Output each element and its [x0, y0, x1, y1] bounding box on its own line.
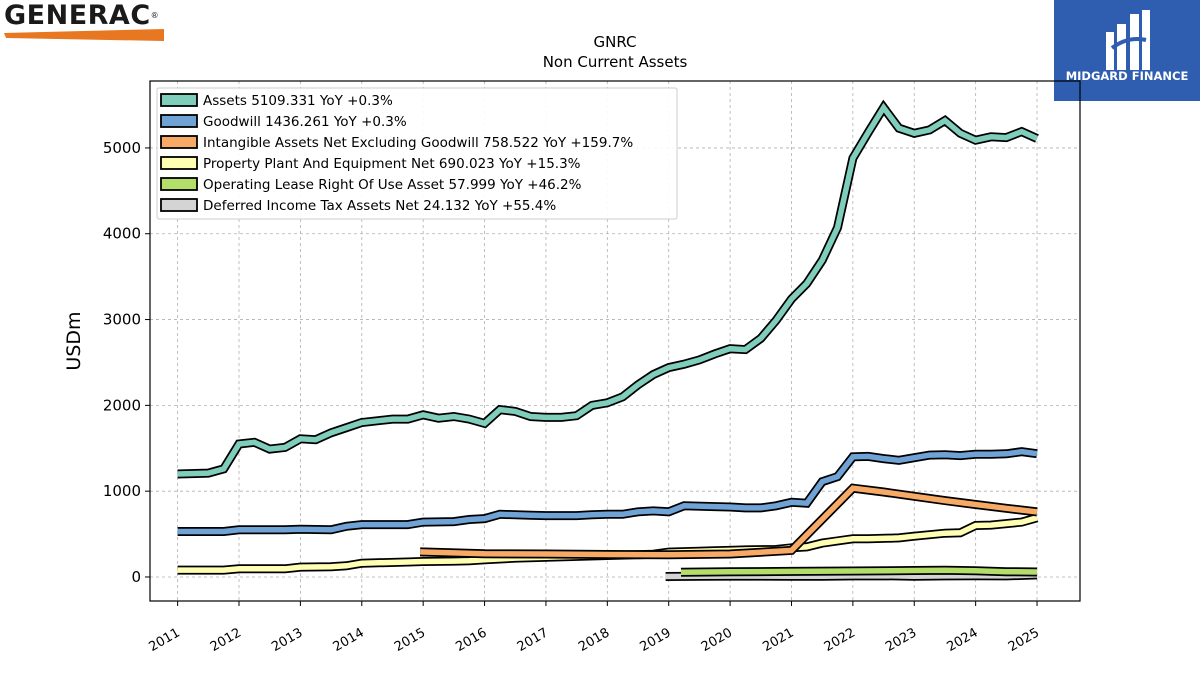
x-tick-label: 2025	[1006, 625, 1042, 655]
y-tick-label: 5000	[103, 139, 141, 157]
x-tick-label: 2014	[331, 625, 367, 655]
generac-logo: GENERAC®	[4, 2, 172, 44]
generac-wordmark: GENERAC	[4, 0, 151, 31]
legend: Assets 5109.331 YoY +0.3% Goodwill 1436.2…	[156, 87, 678, 220]
legend-label: Goodwill 1436.261 YoY +0.3%	[203, 114, 407, 130]
x-tick-label: 2013	[269, 625, 305, 655]
series-assets	[177, 99, 1039, 479]
y-tick-label: 2000	[103, 396, 141, 414]
x-tick-label: 2022	[822, 625, 858, 655]
legend-box	[156, 87, 678, 220]
legend-item[interactable]: Assets 5109.331 YoY +0.3%	[160, 93, 393, 109]
legend-item[interactable]: Property Plant And Equipment Net 690.023…	[160, 156, 581, 172]
x-tick-label: 2018	[576, 625, 612, 655]
x-tick-label: 2023	[883, 625, 919, 655]
registered-mark: ®	[150, 11, 160, 20]
legend-item[interactable]: Deferred Income Tax Assets Net 24.132 Yo…	[160, 198, 556, 214]
x-tick-label: 2020	[699, 625, 735, 655]
series-line	[680, 567, 1038, 576]
x-tick-label: 2016	[453, 625, 489, 655]
y-tick-label: 0	[131, 568, 141, 586]
legend-swatch	[160, 198, 198, 212]
x-tick-label: 2021	[760, 625, 796, 655]
series-intangible-assets-net-excluding-goodwill	[419, 483, 1038, 560]
series-goodwill	[177, 447, 1038, 536]
chart-title: GNRC	[594, 33, 637, 51]
y-axis-label: USDm	[63, 311, 85, 370]
x-tick-label: 2017	[515, 625, 551, 655]
series-lines	[177, 99, 1039, 581]
legend-swatch	[160, 177, 198, 191]
legend-label: Operating Lease Right Of Use Asset 57.99…	[203, 177, 582, 193]
y-tick-label: 4000	[103, 225, 141, 243]
x-tick-label: 2012	[208, 625, 244, 655]
chart-subtitle: Non Current Assets	[543, 53, 688, 71]
legend-swatch	[160, 93, 198, 107]
series-operating-lease-right-of-use-asset	[680, 565, 1038, 577]
x-tick-label: 2024	[944, 625, 980, 655]
y-tick-label: 1000	[103, 482, 141, 500]
midgard-finance-text: MIDGARD FINANCE	[1065, 69, 1189, 83]
legend-item[interactable]: Intangible Assets Net Excluding Goodwill…	[160, 135, 633, 151]
x-tick-label: 2019	[638, 625, 674, 655]
plot-area-frame	[149, 80, 1081, 602]
generac-logo-text: GENERAC®	[4, 2, 172, 30]
legend-swatch	[160, 135, 198, 149]
legend-label: Property Plant And Equipment Net 690.023…	[203, 156, 581, 172]
midgard-finance-logo: MIDGARD FINANCE	[1054, 0, 1200, 101]
x-tick-label: 2015	[392, 625, 428, 655]
series-line	[177, 448, 1038, 535]
legend-label: Intangible Assets Net Excluding Goodwill…	[203, 135, 633, 151]
legend-swatch	[160, 156, 198, 170]
series-line	[177, 102, 1039, 477]
legend-item[interactable]: Goodwill 1436.261 YoY +0.3%	[160, 114, 407, 130]
legend-swatch	[160, 114, 198, 128]
x-tick-label: 2011	[146, 625, 182, 655]
series-line	[420, 485, 1038, 558]
legend-label: Deferred Income Tax Assets Net 24.132 Yo…	[203, 198, 556, 214]
midgard-emblem-icon	[1106, 10, 1150, 70]
generac-logo-swoosh	[4, 29, 164, 41]
legend-item[interactable]: Operating Lease Right Of Use Asset 57.99…	[160, 177, 582, 193]
y-tick-label: 3000	[103, 311, 141, 329]
legend-label: Assets 5109.331 YoY +0.3%	[203, 93, 393, 109]
